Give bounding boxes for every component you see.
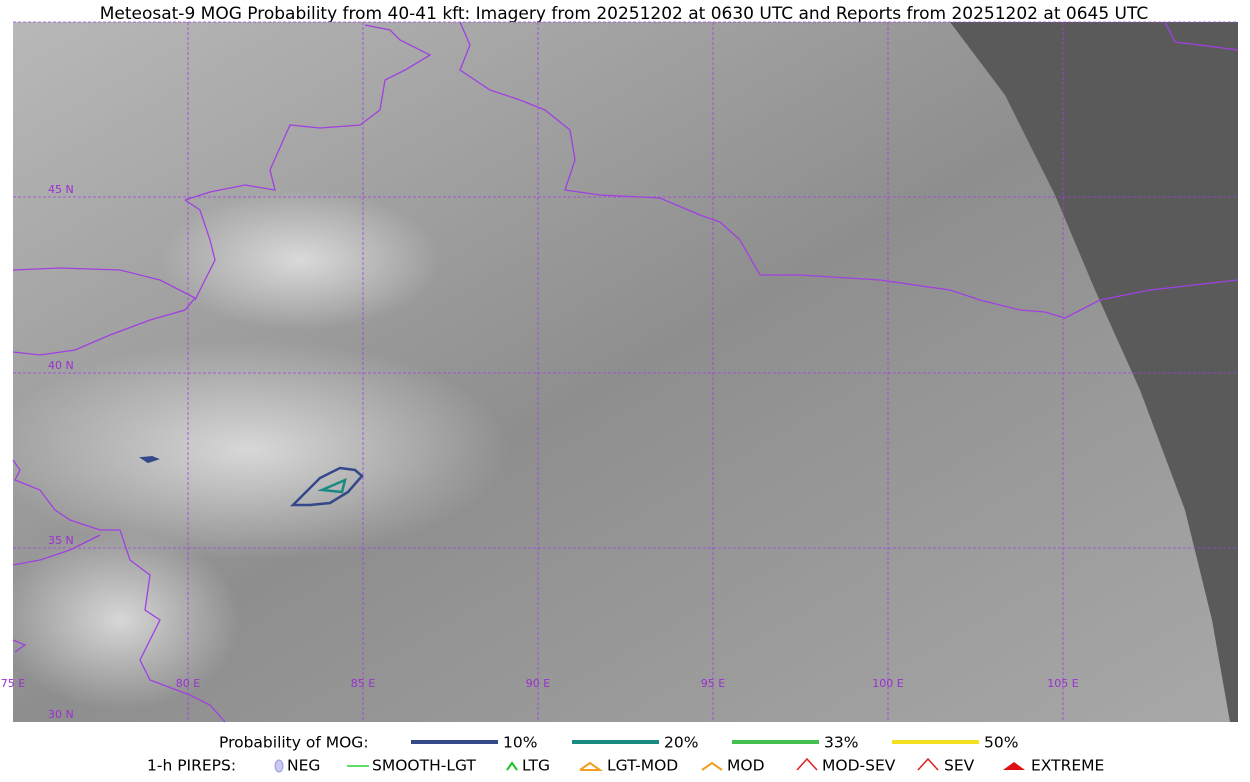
lat-label: 35 N — [48, 534, 74, 547]
lat-label: 30 N — [48, 708, 74, 721]
border — [12, 639, 27, 653]
legend-label: 33% — [824, 734, 858, 752]
border — [12, 534, 101, 566]
contour — [317, 477, 347, 494]
legend: Probability of MOG: 10% 20% 33% 50% 1-h PIREP… — [147, 734, 1104, 775]
pirep-icon — [579, 761, 604, 771]
legend-label: 10% — [503, 734, 537, 752]
lat-label: 45 N — [48, 183, 74, 196]
border — [1164, 21, 1239, 51]
legend-label: MOD-SEV — [822, 757, 896, 775]
legend-label: SMOOTH-LGT — [372, 757, 476, 775]
cloud — [160, 190, 440, 330]
legend-label: LGT-MOD — [607, 757, 678, 775]
legend-label: SEV — [944, 757, 975, 775]
graticule: 75 E 80 E 85 E 90 E 95 E 100 E 105 E 45 N 40 N 35… — [1, 21, 1238, 722]
lon-label: 80 E — [176, 677, 200, 690]
lon-label: 90 E — [526, 677, 550, 690]
border — [12, 459, 226, 723]
map: 75 E 80 E 85 E 90 E 95 E 100 E 105 E 45 N 40 N 35… — [0, 21, 1239, 723]
legend-label: 20% — [664, 734, 698, 752]
title: Meteosat-9 MOG Probability from 40-41 kf… — [100, 4, 1149, 24]
pirep-icon — [701, 761, 723, 771]
legend-label: EXTREME — [1031, 757, 1104, 775]
contour — [139, 455, 160, 464]
pirep-icon — [917, 757, 939, 771]
lon-label: 95 E — [701, 677, 725, 690]
pirep-icon — [1003, 762, 1025, 770]
lat-label: 40 N — [48, 359, 74, 372]
cloud — [0, 530, 240, 710]
legend-title: 1-h PIREPS: — [147, 757, 236, 775]
lon-label: 75 E — [1, 677, 25, 690]
pirep-icon — [506, 761, 518, 771]
border — [12, 267, 197, 356]
legend-label: MOD — [727, 757, 765, 775]
pirep-icon — [796, 757, 818, 771]
border — [184, 199, 216, 301]
border — [459, 21, 1239, 319]
lon-label: 100 E — [872, 677, 903, 690]
pirep-icon — [274, 759, 284, 773]
contour — [289, 466, 364, 507]
border — [184, 24, 432, 201]
lon-label: 85 E — [351, 677, 375, 690]
cloud — [0, 340, 510, 560]
legend-label: 50% — [984, 734, 1018, 752]
lon-label: 105 E — [1047, 677, 1078, 690]
legend-title: Probability of MOG: — [219, 734, 369, 752]
legend-label: NEG — [287, 757, 320, 775]
legend-label: LTG — [522, 757, 550, 775]
